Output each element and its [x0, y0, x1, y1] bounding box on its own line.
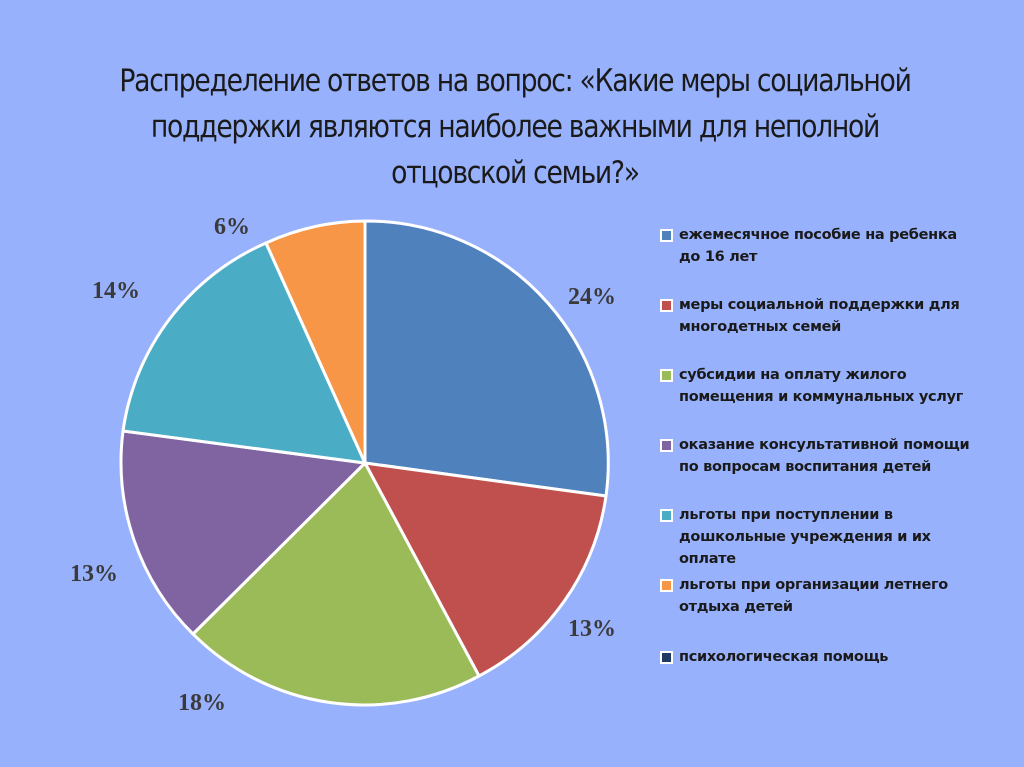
chart-title: Распределение ответов на вопрос: «Какие …: [107, 58, 924, 196]
legend-label: субсидии на оплату жилого помещения и ко…: [679, 367, 964, 405]
data-label-preschool-benefits: 14%: [92, 278, 140, 304]
slice-monthly-allowance: [363, 219, 610, 498]
legend-label: льготы при организации летнего отдыха де…: [679, 577, 948, 615]
legend-swatch-icon: [660, 579, 673, 592]
slice-counseling: [119, 429, 367, 636]
legend-item: льготы при организации летнего отдыха де…: [660, 574, 979, 618]
legend-swatch-icon: [660, 299, 673, 312]
data-label-counseling: 13%: [70, 561, 118, 587]
legend-item: меры социальной поддержки для многодетны…: [660, 294, 979, 338]
slice-preschool-benefits: [121, 241, 367, 465]
legend-item: психологическая помощь: [660, 646, 979, 668]
legend-label: ежемесячное пособие на ребенка до 16 лет: [679, 227, 957, 265]
legend-swatch-icon: [660, 229, 673, 242]
legend-swatch-icon: [660, 509, 673, 522]
legend-label: меры социальной поддержки для многодетны…: [679, 297, 960, 335]
title-line-1: Распределение ответов на вопрос: «Какие …: [119, 63, 912, 99]
legend-swatch-icon: [660, 439, 673, 452]
legend-item: льготы при поступлении в дошкольные учре…: [660, 504, 979, 570]
slice-large-families: [363, 461, 608, 678]
legend-label: льготы при поступлении в дошкольные учре…: [679, 507, 931, 567]
slice-summer-rest: [264, 219, 367, 465]
legend-item: субсидии на оплату жилого помещения и ко…: [660, 364, 979, 408]
title-line-3: отцовской семьи?»: [391, 155, 640, 191]
title-line-2: поддержки являются наиболее важными для …: [150, 109, 880, 145]
legend-label: психологическая помощь: [679, 649, 889, 665]
legend-swatch-icon: [660, 651, 673, 664]
legend-item: оказание консультативной помощи по вопро…: [660, 434, 979, 478]
legend-label: оказание консультативной помощи по вопро…: [679, 437, 970, 475]
data-label-monthly-allowance: 24%: [568, 284, 616, 310]
slice-housing-subsidies: [191, 461, 481, 707]
data-label-housing-subsidies: 18%: [178, 690, 226, 716]
data-label-large-families: 13%: [568, 616, 616, 642]
legend-item: ежемесячное пособие на ребенка до 16 лет: [660, 224, 979, 268]
data-label-summer-rest: 6%: [214, 214, 250, 240]
legend-swatch-icon: [660, 369, 673, 382]
